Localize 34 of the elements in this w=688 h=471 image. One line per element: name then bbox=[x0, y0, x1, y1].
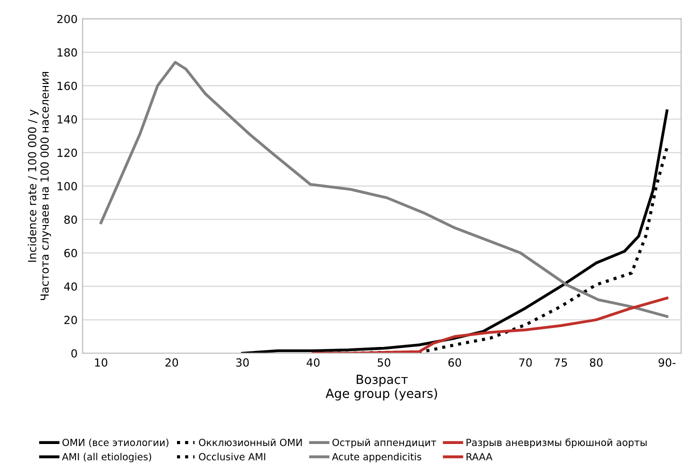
x-tick-label: 50 bbox=[378, 358, 390, 367]
x-tick-label: 90- bbox=[658, 358, 676, 367]
y-tick-label: 80 bbox=[64, 215, 77, 224]
x-tick-label: 60 bbox=[448, 358, 462, 367]
line-series bbox=[100, 60, 668, 318]
y-axis-title: Incidence rate / 100 000 / y Частота случаев на 100 000 населения bbox=[28, 72, 51, 300]
line-series bbox=[312, 296, 668, 354]
y-tick-label: 180 bbox=[58, 48, 77, 57]
x-tick-label: 40 bbox=[306, 358, 320, 367]
x-tick-label: 80 bbox=[590, 358, 603, 367]
x-axis-title: Возраст Age group (years) bbox=[326, 374, 438, 401]
legend-label: Occlusive AMI bbox=[198, 452, 266, 460]
x-tick-label: 20 bbox=[165, 358, 178, 367]
legend-label: Acute appendicitis bbox=[332, 452, 422, 462]
y-tick-label: 160 bbox=[58, 82, 77, 90]
legend-label: AMI (all etiologies) bbox=[62, 452, 152, 462]
text: Разрыв аневризмы брюшной аорты bbox=[466, 438, 647, 448]
x-tick-label: 75 bbox=[554, 358, 567, 367]
legend-label: RAAA bbox=[466, 453, 492, 460]
x-tick-label: 30 bbox=[236, 358, 249, 367]
y-tick-label: 60 bbox=[64, 248, 77, 258]
y-tick-label: 120 bbox=[58, 148, 77, 157]
x-tick-label: 70 bbox=[519, 358, 532, 367]
text: ОМИ (все этиологии) bbox=[62, 438, 168, 448]
line-series bbox=[241, 109, 668, 354]
y-tick-label: 20 bbox=[64, 316, 77, 324]
y-tick-label: 140 bbox=[58, 115, 77, 124]
y-tick-label: 40 bbox=[64, 282, 77, 291]
y-tick-label: 0 bbox=[71, 349, 77, 358]
text: Окклюзионный ОМИ bbox=[198, 438, 302, 446]
text: Острый аппендицит bbox=[332, 438, 436, 448]
x-tick-label: 10 bbox=[95, 358, 108, 367]
y-tick-label: 100 bbox=[58, 182, 77, 190]
y-tick-label: 200 bbox=[57, 14, 77, 24]
